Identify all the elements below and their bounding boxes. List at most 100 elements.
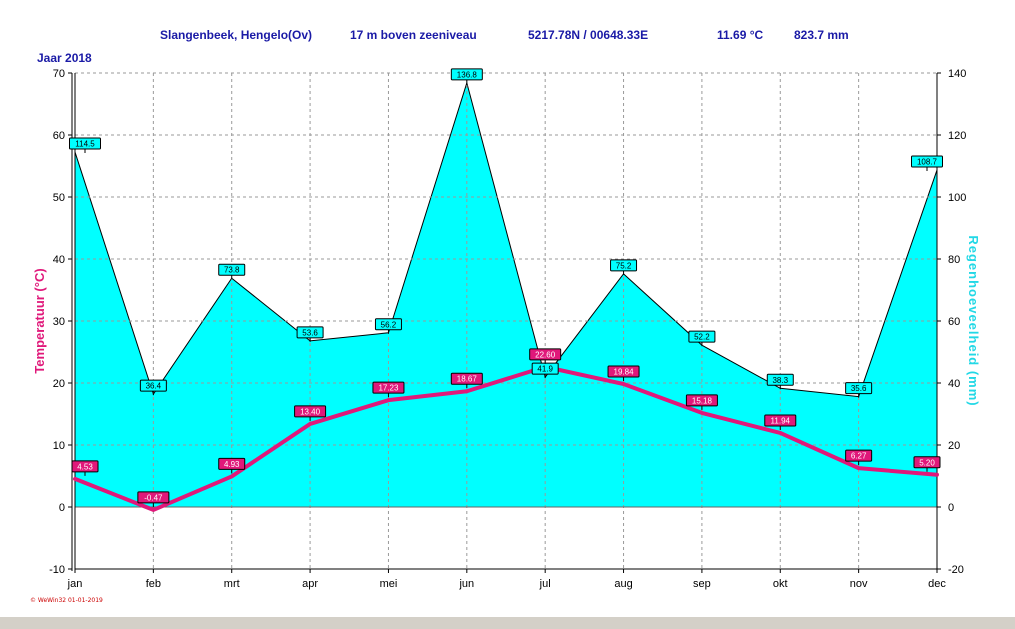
- data-label-box: [450, 68, 483, 81]
- climate-chart: 706050403020100-10140120100806040200-20j…: [32, 68, 981, 590]
- data-label-text: 108.7: [917, 158, 938, 167]
- watermark-text: © WeWin32 01-01-2019: [30, 597, 103, 604]
- x-tick-label: jul: [539, 578, 551, 590]
- data-label-box: [913, 456, 941, 469]
- data-label-text: 6.27: [851, 452, 867, 461]
- station-name: Slangenbeek, Hengelo(Ov): [160, 28, 313, 42]
- temperature-data-label: 22.60: [529, 348, 562, 364]
- data-label-text: 35.6: [851, 384, 867, 393]
- temperature-data-label: 4.93: [218, 457, 246, 474]
- rain-data-label: 53.6: [296, 326, 324, 342]
- temperature-data-label: 11.94: [764, 414, 797, 430]
- temperature-data-label: 4.53: [71, 460, 99, 476]
- data-label-box: [610, 259, 638, 272]
- data-label-box: [450, 372, 483, 385]
- y2-tick-label: 140: [948, 68, 966, 80]
- y-tick-label: 0: [59, 502, 65, 514]
- x-tick-label: jun: [458, 578, 474, 590]
- chart-header: Slangenbeek, Hengelo(Ov) 17 m boven zeen…: [0, 0, 1015, 50]
- data-label-text: 17.23: [378, 384, 399, 393]
- total-rainfall: 823.7 mm: [794, 28, 849, 42]
- data-label-box: [139, 379, 167, 392]
- rain-area: [75, 82, 937, 508]
- data-label-box: [845, 449, 873, 462]
- data-label-text: 15.18: [692, 396, 713, 405]
- data-label-text: 56.2: [381, 320, 397, 329]
- station-coordinates: 5217.78N / 00648.33E: [528, 28, 649, 42]
- y-tick-label: 20: [53, 378, 65, 390]
- x-tick-label: mei: [380, 578, 398, 590]
- data-label-text: 5.20: [919, 458, 935, 467]
- x-tick-label: aug: [614, 578, 632, 590]
- data-label-text: 114.5: [75, 140, 95, 149]
- average-temperature: 11.69 °C: [717, 28, 764, 42]
- station-elevation: 17 m boven zeeniveau: [350, 28, 477, 42]
- rain-data-label: 75.2: [610, 259, 638, 275]
- rain-data-label: 108.7: [911, 155, 943, 172]
- data-label-box: [685, 394, 718, 407]
- y2-tick-label: 60: [948, 316, 960, 328]
- y-tick-label: 60: [53, 130, 65, 142]
- y2-tick-label: 80: [948, 254, 960, 266]
- data-label-box: [372, 381, 405, 394]
- x-tick-label: jan: [67, 578, 83, 590]
- temperature-data-label: 15.18: [685, 394, 718, 410]
- x-tick-label: feb: [146, 578, 161, 590]
- data-label-box: [845, 382, 873, 395]
- y-tick-label: 40: [53, 254, 65, 266]
- temperature-data-label: 5.20: [913, 456, 941, 472]
- y-tick-label: 50: [53, 192, 65, 204]
- y2-tick-label: 0: [948, 502, 954, 514]
- y2-tick-label: 100: [948, 192, 966, 204]
- temperature-data-label: 18.67: [450, 372, 483, 389]
- data-label-box: [296, 326, 324, 339]
- year-label: Jaar 2018: [37, 51, 92, 65]
- temperature-data-label: 19.84: [607, 365, 640, 381]
- x-tick-label: dec: [928, 578, 946, 590]
- y2-tick-label: 40: [948, 378, 960, 390]
- y-tick-label: 30: [53, 316, 65, 328]
- rain-data-label: 38.3: [766, 373, 794, 390]
- rain-outline: [74, 81, 938, 398]
- data-label-box: [71, 460, 99, 473]
- data-label-text: 52.2: [694, 333, 710, 342]
- data-label-box: [69, 137, 101, 150]
- y-tick-label: 10: [53, 440, 65, 452]
- x-tick-label: sep: [693, 578, 711, 590]
- y2-tick-label: 120: [948, 130, 966, 142]
- data-label-box: [688, 330, 716, 343]
- data-label-text: 73.8: [224, 266, 240, 275]
- rain-data-label: 56.2: [374, 318, 402, 334]
- data-label-text: 4.93: [224, 460, 240, 469]
- rain-data-label: 35.6: [845, 382, 873, 398]
- y-tick-label: -10: [49, 564, 65, 576]
- data-label-box: [137, 491, 170, 504]
- data-label-text: 38.3: [772, 376, 788, 385]
- data-label-box: [374, 318, 402, 331]
- data-label-text: 4.53: [77, 462, 93, 471]
- x-tick-label: apr: [302, 578, 318, 590]
- temperature-data-label: 13.40: [294, 405, 327, 421]
- rain-data-label: 41.9: [531, 362, 559, 379]
- data-label-box: [529, 348, 562, 361]
- temperature-line: [73, 364, 939, 512]
- data-label-box: [764, 414, 797, 427]
- rain-data-label: 52.2: [688, 330, 716, 347]
- y-tick-label: 70: [53, 68, 65, 80]
- data-label-text: 136.8: [457, 70, 478, 79]
- data-label-text: 75.2: [616, 261, 632, 270]
- data-label-text: 13.40: [300, 407, 321, 416]
- data-label-box: [294, 405, 327, 418]
- rain-data-label: 73.8: [218, 263, 246, 280]
- rain-data-label: 36.4: [139, 379, 167, 396]
- rain-data-label: 136.8: [450, 68, 483, 84]
- data-label-text: 41.9: [537, 365, 553, 374]
- data-label-box: [218, 457, 246, 470]
- data-label-text: 18.67: [457, 375, 478, 384]
- y2-axis-title: Regenhoeveelheid (mm): [966, 235, 981, 406]
- temperature-data-label: 6.27: [845, 449, 873, 466]
- data-label-box: [766, 373, 794, 386]
- data-label-box: [607, 365, 640, 378]
- data-label-box: [218, 263, 246, 276]
- x-tick-label: okt: [773, 578, 788, 590]
